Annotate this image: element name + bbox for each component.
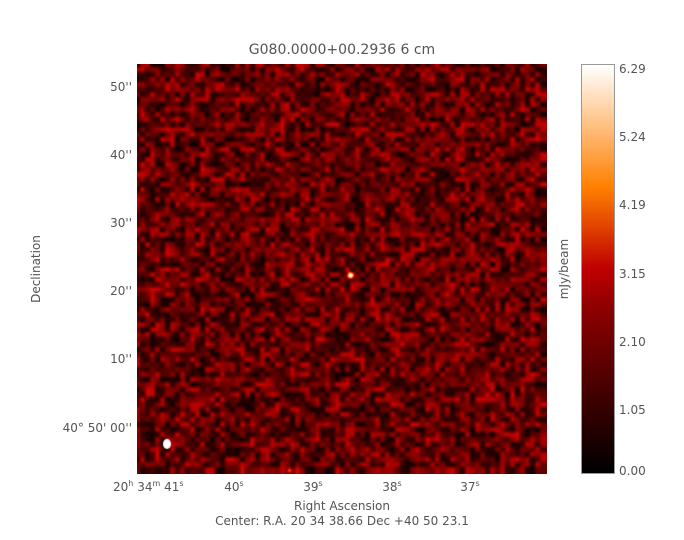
y-tick-label: 30'': [110, 216, 132, 230]
x-tick-label: 20h 34m 41s: [113, 479, 184, 494]
center-coordinates: Center: R.A. 20 34 38.66 Dec +40 50 23.1: [215, 514, 469, 528]
x-tick-label: 37s: [460, 479, 480, 494]
y-tick-label: 40° 50' 00'': [62, 421, 132, 435]
radio-map: [137, 64, 547, 474]
colorbar-tick: 0.00: [619, 464, 646, 478]
x-tick-label: 39s: [303, 479, 323, 494]
colorbar-label: mJy/beam: [557, 238, 571, 300]
y-tick-label: 50'': [110, 80, 132, 94]
colorbar-tick: 1.05: [619, 403, 646, 417]
colorbar: [581, 64, 615, 474]
y-tick-label: 20'': [110, 284, 132, 298]
y-tick-label: 40'': [110, 148, 132, 162]
colorbar-tick: 3.15: [619, 267, 646, 281]
x-axis-label: Right Ascension: [294, 499, 390, 513]
colorbar-tick: 6.29: [619, 62, 646, 76]
colorbar-tick: 4.19: [619, 198, 646, 212]
y-tick-label: 10'': [110, 352, 132, 366]
x-tick-label: 40s: [224, 479, 244, 494]
x-tick-label: 38s: [382, 479, 402, 494]
chart-title: G080.0000+00.2936 6 cm: [248, 42, 436, 58]
colorbar-tick: 5.24: [619, 130, 646, 144]
y-axis-label: Declination: [29, 235, 43, 303]
colorbar-tick: 2.10: [619, 335, 646, 349]
